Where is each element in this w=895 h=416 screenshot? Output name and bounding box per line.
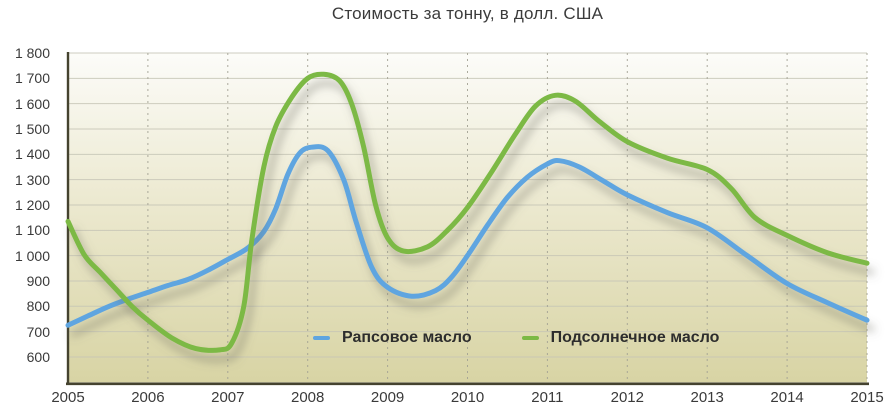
x-tick-label: 2008 <box>291 389 325 406</box>
y-tick-label: 700 <box>26 323 50 340</box>
x-tick-label: 2005 <box>51 389 85 406</box>
y-tick-label: 1 000 <box>14 247 50 264</box>
legend-swatch-sunflower-oil <box>521 336 539 340</box>
x-tick-label: 2012 <box>610 389 644 406</box>
x-tick-label: 2006 <box>131 389 165 406</box>
y-tick-label: 600 <box>26 348 50 365</box>
chart-title: Стоимость за тонну, в долл. США <box>331 4 604 23</box>
legend-swatch-rapeseed-oil <box>313 336 330 340</box>
y-tick-label: 1 200 <box>14 196 50 213</box>
y-tick-label: 900 <box>26 272 50 289</box>
series-line-rapeseed-oil <box>65 144 870 328</box>
legend-item-sunflower-oil: Подсолнечное масло <box>521 329 720 347</box>
legend: Рапсовое масло Подсолнечное масло <box>313 329 719 347</box>
legend-label-sunflower-oil: Подсолнечное масло <box>550 329 720 346</box>
x-tick-label: 2013 <box>690 389 724 406</box>
y-tick-label: 1 300 <box>14 171 50 188</box>
legend-label-rapeseed-oil: Рапсовое масло <box>342 329 472 346</box>
legend-item-rapeseed-oil: Рапсовое масло <box>313 329 472 347</box>
x-tick-label: 2009 <box>370 389 405 406</box>
y-tick-label: 1 700 <box>14 70 50 87</box>
y-tick-label: 1 800 <box>14 45 50 61</box>
y-tick-label: 1 100 <box>14 222 50 239</box>
x-tick-label: 2015 <box>850 389 884 406</box>
x-tick-label: 2007 <box>211 389 245 406</box>
x-tick-label: 2010 <box>450 389 485 406</box>
y-tick-label: 1 500 <box>14 120 50 137</box>
x-tick-label: 2014 <box>770 389 804 406</box>
x-tick-label: 2011 <box>531 389 564 406</box>
y-tick-label: 800 <box>26 298 50 315</box>
y-tick-label: 1 400 <box>14 146 50 163</box>
series-line-sunflower-oil <box>65 71 870 353</box>
y-tick-label: 1 600 <box>14 95 50 112</box>
